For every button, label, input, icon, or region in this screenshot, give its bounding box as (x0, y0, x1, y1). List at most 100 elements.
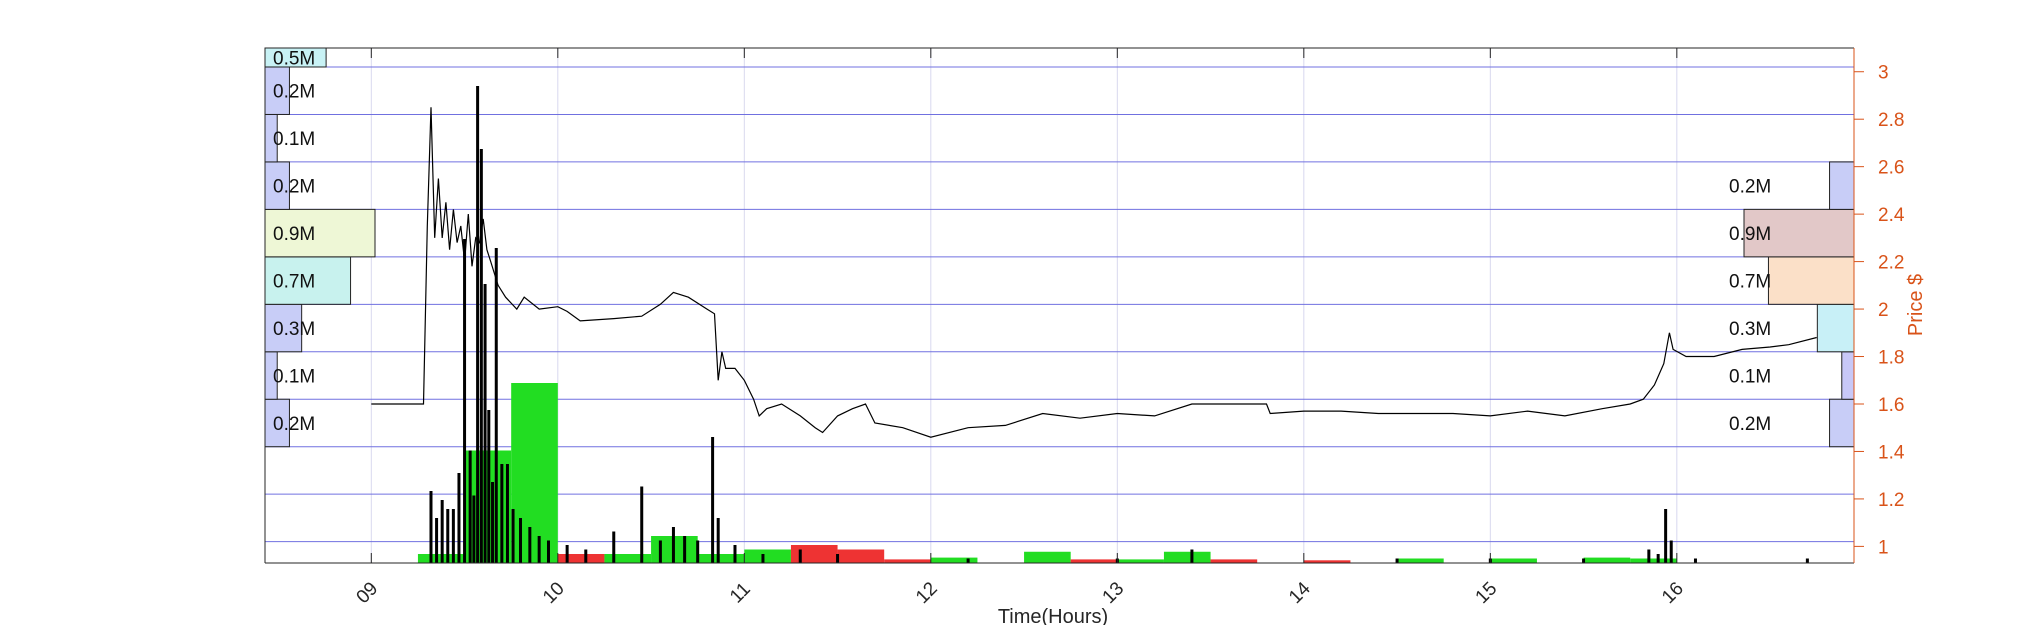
profile-label: 0.2M (1729, 177, 1771, 198)
y-tick-label: 2.4 (1878, 205, 1905, 226)
volume-bar (565, 545, 569, 563)
profile-label: 0.5M (273, 48, 315, 69)
profile-label: 0.1M (273, 367, 315, 388)
volume-block (837, 549, 885, 563)
profile-label: 0.2M (1729, 414, 1771, 435)
volume-bar (1693, 558, 1697, 563)
profile-label: 0.9M (273, 224, 315, 245)
profile-bar (1829, 398, 1855, 448)
volume-bar (451, 509, 455, 563)
volume-bar (500, 464, 504, 563)
volume-bar (1582, 558, 1586, 563)
volume-block (1490, 558, 1537, 563)
profile-label: 0.1M (1729, 367, 1771, 388)
x-tick-label: 15 (1472, 578, 1502, 608)
volume-bar (511, 509, 515, 563)
profile-label: 0.3M (273, 319, 315, 340)
volume-bar (1395, 558, 1399, 563)
profile-bar (1743, 208, 1855, 258)
x-tick-label: 12 (912, 578, 942, 608)
volume-block (1024, 551, 1071, 563)
volume-bar (446, 509, 450, 563)
y-tick-label: 2 (1878, 300, 1889, 321)
volume-block (511, 383, 558, 563)
volume-block (557, 554, 605, 563)
profile-bar (264, 161, 290, 210)
y-tick-label: 2.6 (1878, 158, 1904, 179)
volume-bar (671, 527, 675, 563)
volume-bar (494, 248, 498, 563)
volume-block (930, 557, 978, 563)
volume-block (1117, 559, 1164, 563)
profile-label: 0.9M (1729, 224, 1771, 245)
volume-bar (440, 500, 444, 563)
right-volume-profile: 0.2M 0.1M 0.3M 0.7M 0.9M 0.2M (1729, 161, 1855, 448)
volume-bar (1656, 554, 1660, 563)
volume-bar (457, 473, 461, 563)
y-tick-label: 2.8 (1878, 110, 1904, 131)
volume-bar (463, 239, 467, 563)
volume-bar (1647, 549, 1651, 563)
x-tick-label: 11 (726, 579, 755, 608)
profile-bar (1816, 303, 1855, 353)
volume-block (790, 545, 838, 563)
price-series (371, 107, 1817, 438)
profile-label: 0.2M (273, 414, 315, 435)
volume-block (1630, 558, 1677, 563)
profile-bar (1829, 161, 1855, 210)
volume-bar (487, 410, 491, 563)
volume-bar (476, 86, 480, 563)
volume-bar (966, 558, 970, 563)
volume-block (884, 559, 931, 563)
profile-bar (1841, 351, 1855, 400)
volume-bar (435, 518, 439, 563)
y-tick-label: 1.4 (1878, 442, 1905, 463)
volume-block (1303, 560, 1351, 563)
volume-bar (658, 540, 662, 563)
volume-bar (472, 495, 476, 563)
volume-bar (733, 545, 737, 563)
volume-block (697, 554, 745, 563)
profile-label: 0.3M (1729, 319, 1771, 340)
volume-bar (479, 149, 483, 563)
volume-bar (546, 540, 550, 563)
y-tick-label: 1 (1878, 537, 1889, 558)
volume-block (1070, 559, 1118, 563)
x-tick-label: 09 (353, 578, 383, 608)
volume-bar (696, 540, 700, 563)
y-axis-label: Price $ (1905, 274, 1927, 336)
volume-bar (761, 554, 765, 563)
y-tick-label: 1.6 (1878, 395, 1904, 416)
y-tick-label: 1.2 (1878, 490, 1904, 511)
volume-bar (519, 518, 523, 563)
y-tick-label: 3 (1878, 63, 1889, 84)
x-tick-label: 14 (1285, 578, 1315, 608)
volume-bar (612, 531, 616, 563)
x-tick-label: 16 (1658, 578, 1688, 608)
volume-bar (1669, 540, 1673, 563)
volume-bar (584, 549, 588, 563)
volume-block (1163, 551, 1211, 563)
profile-label: 0.2M (273, 82, 315, 103)
volume-bar (528, 527, 532, 563)
volume-bar (468, 450, 472, 563)
y-tick-label: 2.2 (1878, 253, 1904, 274)
volume-block (744, 549, 791, 563)
profile-label: 0.7M (1729, 272, 1771, 293)
profile-label: 0.1M (273, 129, 315, 150)
y-tick-label: 1.8 (1878, 348, 1904, 369)
x-tick-label: 13 (1099, 578, 1129, 608)
volume-bar (683, 536, 687, 563)
volume-bar (491, 482, 495, 563)
volume-bar (1805, 558, 1809, 563)
volume-block (1583, 557, 1631, 563)
volume-block (1210, 559, 1258, 563)
profile-label: 0.7M (273, 272, 315, 293)
volume-block (1397, 558, 1444, 563)
volume-bar (1190, 549, 1194, 563)
volume-bar (711, 437, 715, 563)
volume-block (604, 554, 652, 563)
profile-bar (1767, 256, 1855, 305)
profile-bar (264, 256, 352, 305)
